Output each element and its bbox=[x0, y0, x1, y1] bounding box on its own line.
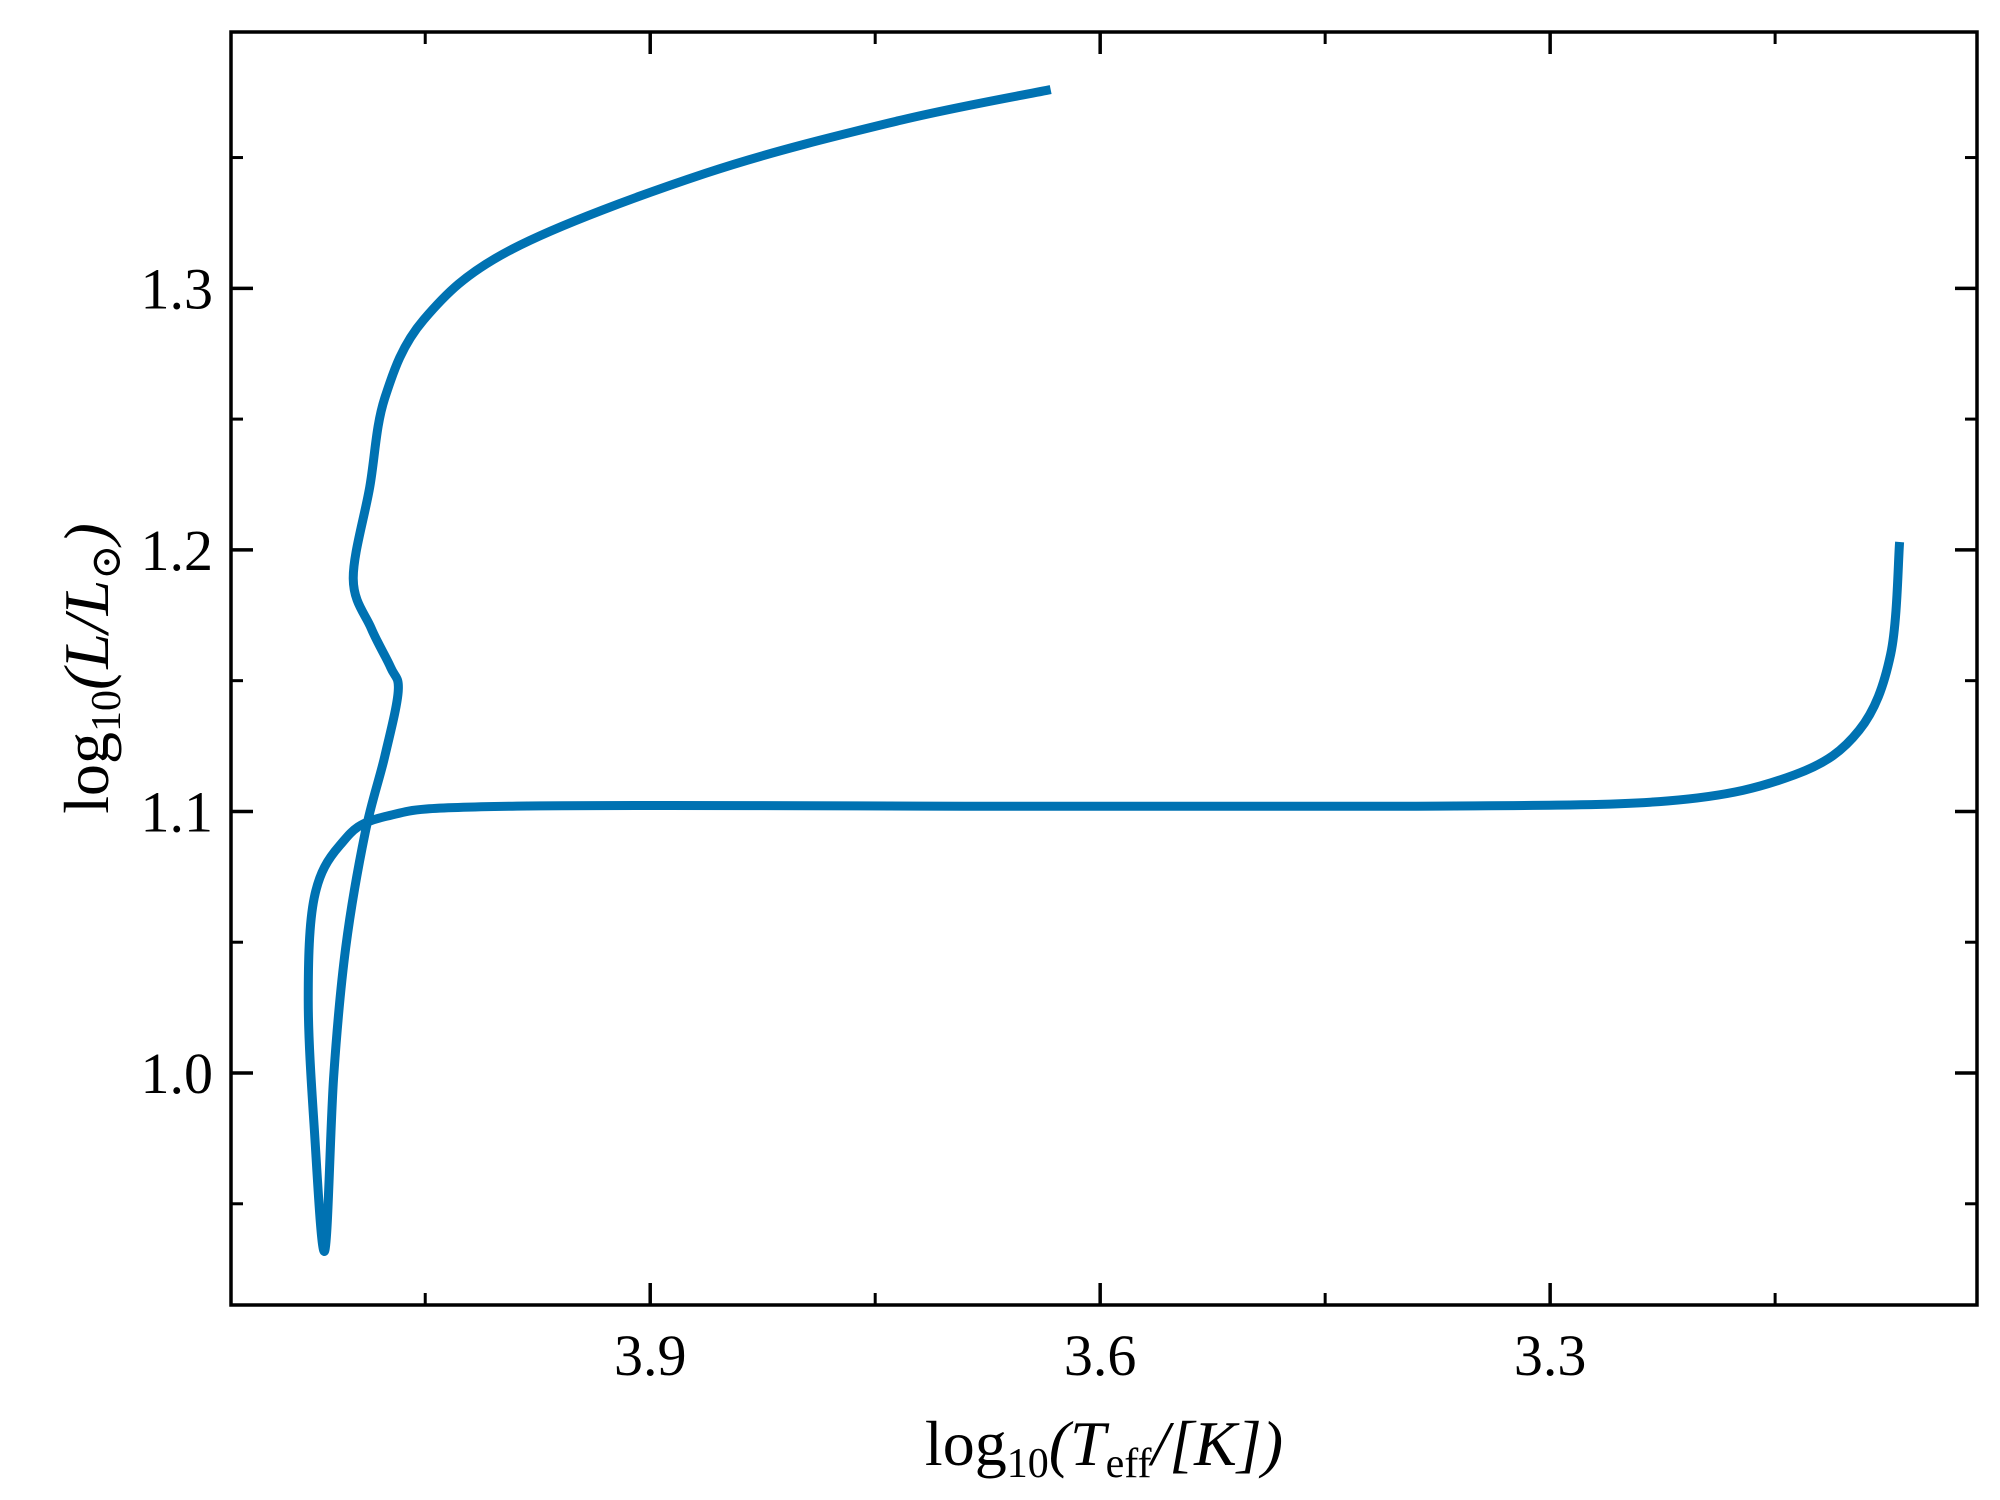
y-tick-label: 1.0 bbox=[141, 1041, 214, 1106]
x-axis-label-part: /[K]) bbox=[1148, 1408, 1283, 1479]
x-axis-label-part: (T bbox=[1049, 1408, 1110, 1479]
y-axis-label-part: 10 bbox=[84, 690, 130, 732]
plot-frame bbox=[229, 30, 1979, 1307]
y-axis-label: log10(L/L⊙) bbox=[51, 523, 130, 814]
y-tick-label: 1.2 bbox=[141, 518, 214, 583]
y-axis-label-part: (L/L bbox=[51, 580, 122, 690]
x-tick-label: 3.9 bbox=[614, 1323, 687, 1388]
x-axis-label-part: log bbox=[925, 1408, 1007, 1479]
x-axis-label-part: eff bbox=[1106, 1441, 1152, 1487]
y-axis-label-part: ⊙ bbox=[84, 545, 130, 580]
y-tick-label: 1.1 bbox=[141, 779, 214, 844]
y-axis-label-part: ) bbox=[51, 523, 122, 548]
x-axis-label-part: 10 bbox=[1007, 1441, 1049, 1487]
x-tick-label: 3.6 bbox=[1064, 1323, 1137, 1388]
x-tick-label: 3.3 bbox=[1514, 1323, 1587, 1388]
track-line bbox=[303, 85, 1905, 1256]
y-axis-label-part: log bbox=[51, 732, 122, 814]
y-tick-label: 1.3 bbox=[141, 256, 214, 321]
x-axis-label: log10(Teff/[K]) bbox=[925, 1408, 1283, 1487]
